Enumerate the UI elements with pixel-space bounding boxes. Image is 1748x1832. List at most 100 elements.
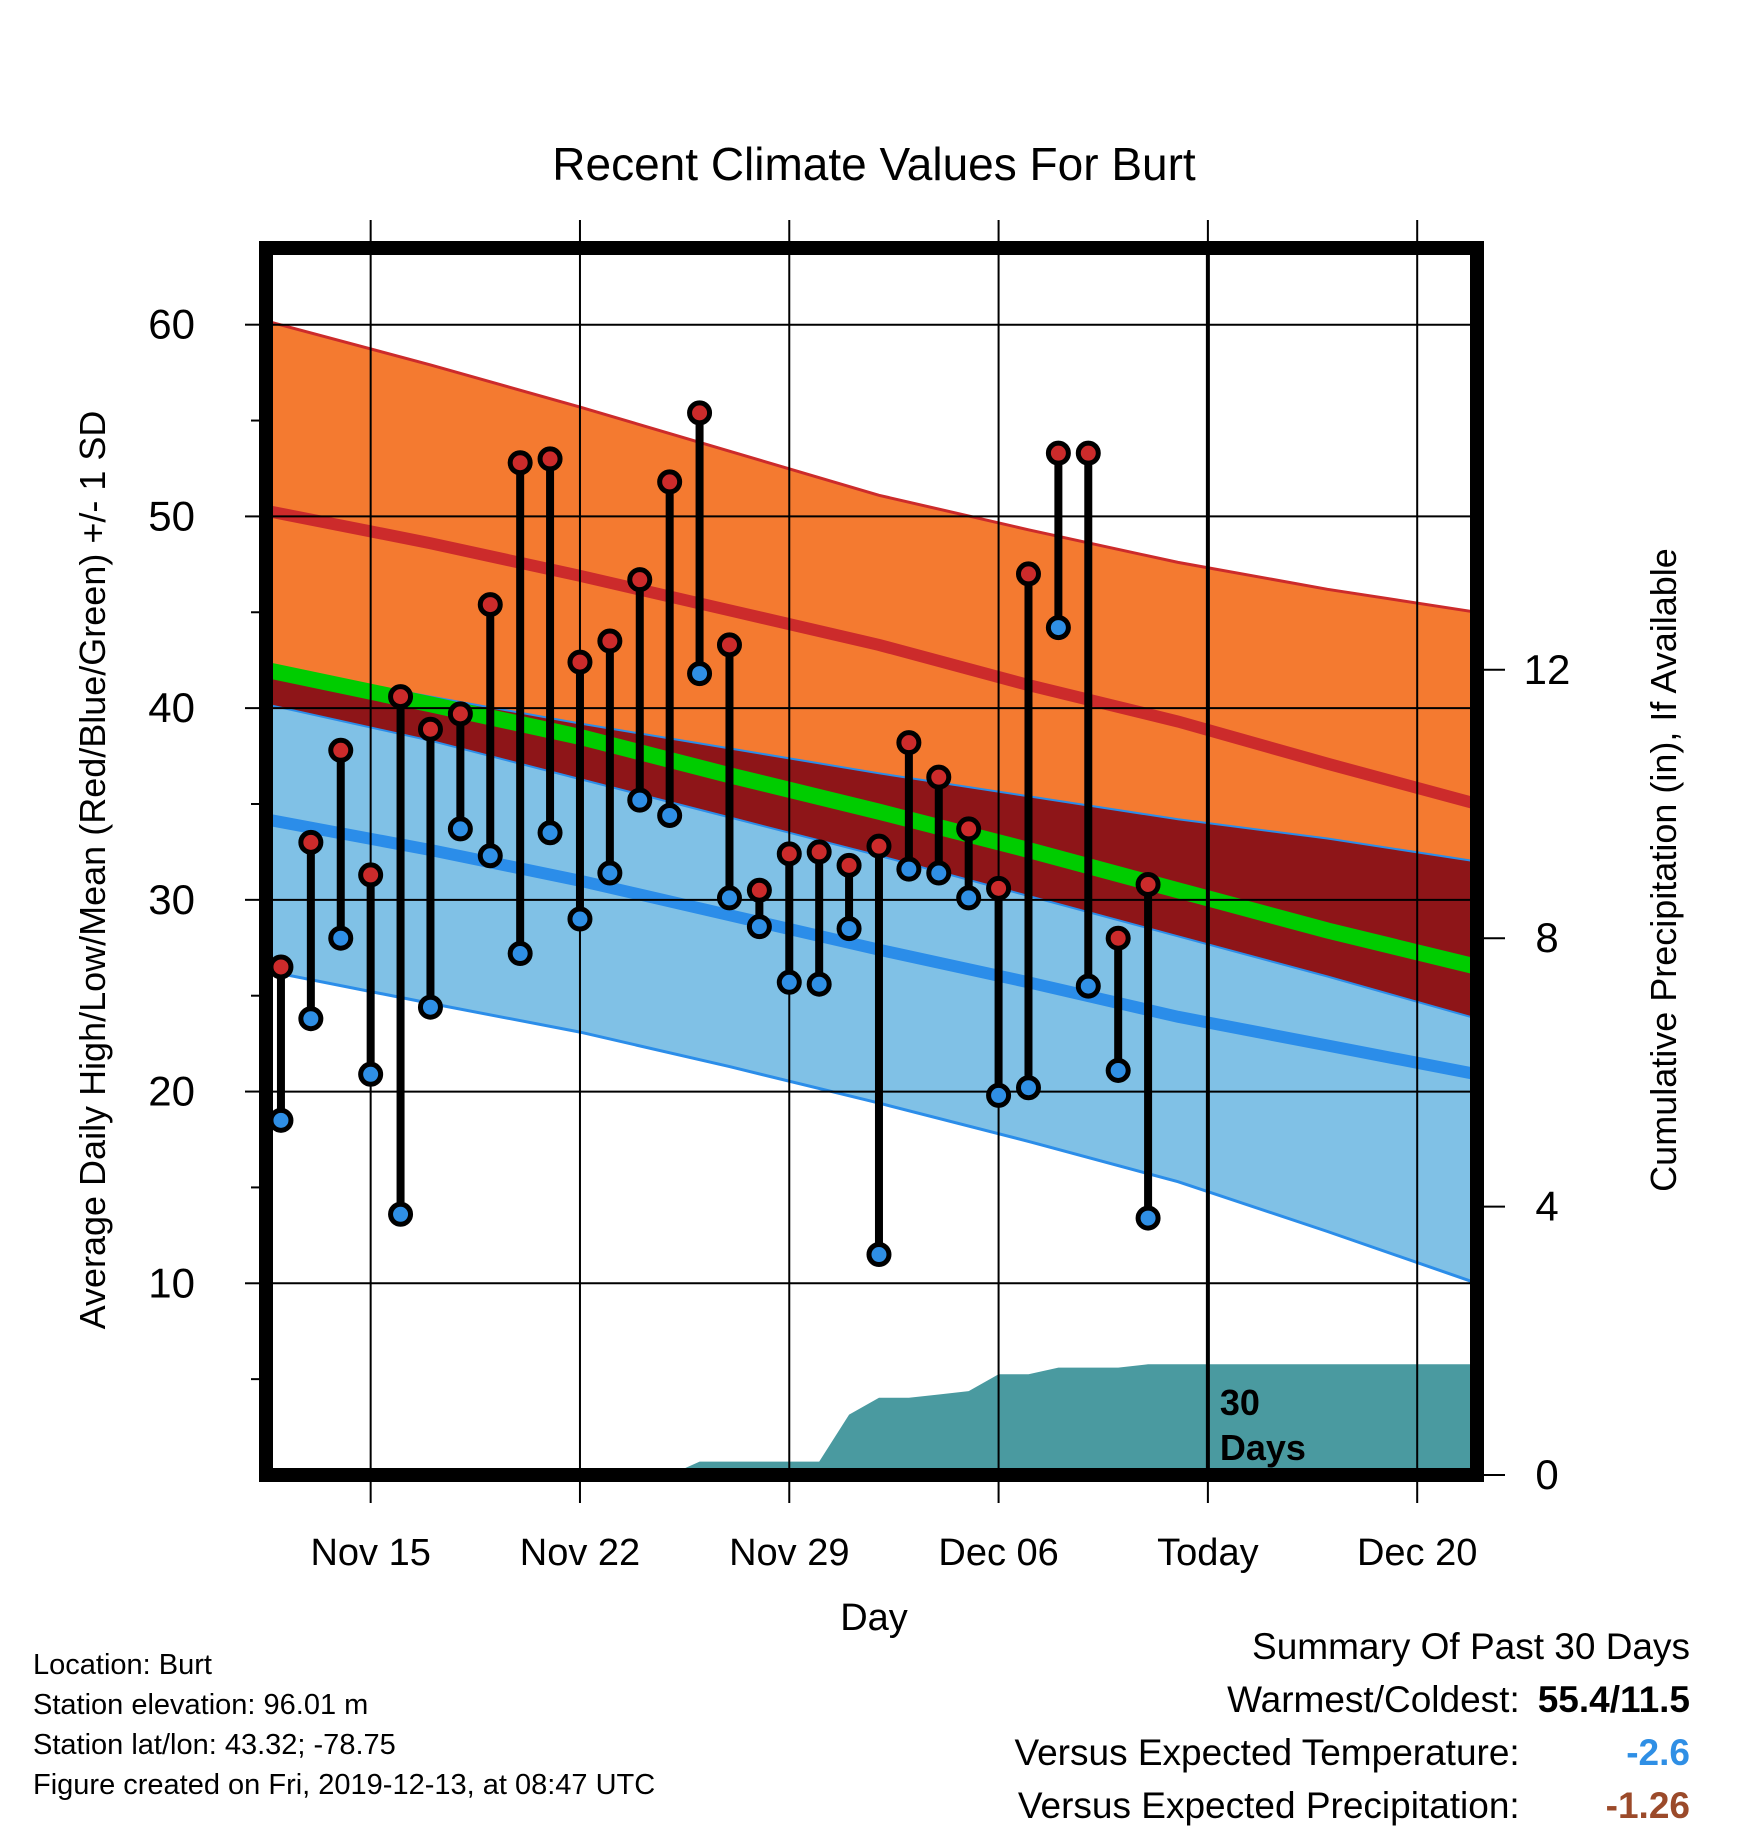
- x-tick-label: Today: [1157, 1532, 1258, 1574]
- high-point: [268, 954, 294, 980]
- high-point: [776, 841, 802, 867]
- low-point: [507, 941, 533, 967]
- station-info: Location: Burt Station elevation: 96.01 …: [33, 1645, 655, 1805]
- high-point: [1135, 872, 1161, 898]
- low-point: [1075, 973, 1101, 999]
- low-point: [567, 906, 593, 932]
- high-point: [298, 829, 324, 855]
- low-point: [896, 856, 922, 882]
- high-lower-line: [265, 664, 1478, 863]
- high-point: [597, 628, 623, 654]
- low-point: [1105, 1057, 1131, 1083]
- low-point: [597, 860, 623, 886]
- x-tick-label: Dec 20: [1357, 1532, 1477, 1574]
- high-point: [627, 567, 653, 593]
- y-tick-label: 10: [148, 1259, 195, 1306]
- high-point: [1075, 440, 1101, 466]
- high-point: [746, 877, 772, 903]
- low-point: [447, 816, 473, 842]
- high-point: [866, 833, 892, 859]
- x-tick-label: Dec 06: [938, 1532, 1058, 1574]
- precip-area: [266, 1364, 1477, 1475]
- low-point: [986, 1082, 1012, 1108]
- precip-anomaly-label: Versus Expected Precipitation:: [1017, 1785, 1520, 1826]
- low-point: [716, 885, 742, 911]
- high-point: [956, 816, 982, 842]
- high-point: [716, 632, 742, 658]
- station-elevation: Station elevation: 96.01 m: [33, 1689, 369, 1721]
- x-tick-label: Nov 22: [520, 1532, 640, 1574]
- summary-panel: Summary Of Past 30 Days Warmest/Coldest:…: [1014, 1620, 1690, 1832]
- high-point: [417, 716, 443, 742]
- precip-anomaly-value: -1.26: [1605, 1785, 1690, 1826]
- low-point: [268, 1107, 294, 1133]
- y-tick-label: 60: [148, 301, 195, 348]
- high-point: [328, 737, 354, 763]
- summary-title: Summary Of Past 30 Days: [1252, 1626, 1690, 1667]
- y2-tick-label: 0: [1535, 1451, 1558, 1498]
- high-point: [806, 839, 832, 865]
- station-latlon: Station lat/lon: 43.32; -78.75: [33, 1729, 396, 1761]
- summary-precip-row: Versus Expected Precipitation: -1.26: [1014, 1779, 1690, 1832]
- today-label-line2: Days: [1220, 1427, 1306, 1468]
- station-location: Location: Burt: [33, 1649, 212, 1681]
- low-point: [477, 843, 503, 869]
- y2-tick-label: 12: [1524, 646, 1571, 693]
- y2-axis-label: Cumulative Precipitation (in), If Availa…: [1643, 548, 1684, 1192]
- mean-line: [264, 661, 1479, 975]
- y-tick-label: 50: [148, 492, 195, 539]
- high-upper-line: [265, 319, 1478, 614]
- low-point: [358, 1061, 384, 1087]
- low-point: [537, 820, 563, 846]
- summary-temp-row: Versus Expected Temperature: -2.6: [1014, 1726, 1690, 1779]
- low-point: [956, 885, 982, 911]
- today-label-line1: 30: [1220, 1382, 1260, 1423]
- high-point: [477, 592, 503, 618]
- high-mean-line: [264, 504, 1479, 810]
- high-point: [836, 852, 862, 878]
- high-point: [657, 469, 683, 495]
- low-point: [866, 1242, 892, 1268]
- summary-warmest-row: Warmest/Coldest: 55.4/11.5: [1014, 1673, 1690, 1726]
- y-tick-label: 30: [148, 876, 195, 923]
- low-point: [657, 802, 683, 828]
- low-point: [836, 916, 862, 942]
- high-point: [447, 701, 473, 727]
- low-point: [1045, 615, 1071, 641]
- high-point: [896, 730, 922, 756]
- high-point: [358, 862, 384, 888]
- low-point: [1015, 1075, 1041, 1101]
- plot-frame: [259, 241, 1484, 1482]
- high-point: [1045, 440, 1071, 466]
- low-point: [388, 1201, 414, 1227]
- high-point: [926, 764, 952, 790]
- x-axis-label: Day: [840, 1597, 908, 1639]
- chart-title: Recent Climate Values For Burt: [552, 138, 1196, 190]
- high-point: [687, 400, 713, 426]
- temp-anomaly-label: Versus Expected Temperature:: [1014, 1732, 1520, 1773]
- low-point: [776, 969, 802, 995]
- low-sd-band: [266, 704, 1477, 1284]
- high-point: [567, 649, 593, 675]
- low-point: [298, 1006, 324, 1032]
- low-point: [417, 994, 443, 1020]
- low-point: [627, 787, 653, 813]
- low-point: [1135, 1205, 1161, 1231]
- low-point: [746, 914, 772, 940]
- high-point: [507, 450, 533, 476]
- low-point: [328, 925, 354, 951]
- low-point: [926, 860, 952, 886]
- temp-anomaly-value: -2.6: [1626, 1732, 1690, 1773]
- y-tick-label: 20: [148, 1068, 195, 1115]
- warmest-value: 55.4/11.5: [1537, 1679, 1690, 1720]
- low-point: [687, 661, 713, 687]
- x-tick-label: Nov 29: [729, 1532, 849, 1574]
- y-axis-label: Average Daily High/Low/Mean (Red/Blue/Gr…: [72, 411, 113, 1330]
- y-tick-label: 40: [148, 684, 195, 731]
- high-point: [1015, 561, 1041, 587]
- high-point: [388, 684, 414, 710]
- y2-tick-label: 8: [1535, 914, 1558, 961]
- y2-tick-label: 4: [1535, 1183, 1558, 1230]
- high-point: [1105, 925, 1131, 951]
